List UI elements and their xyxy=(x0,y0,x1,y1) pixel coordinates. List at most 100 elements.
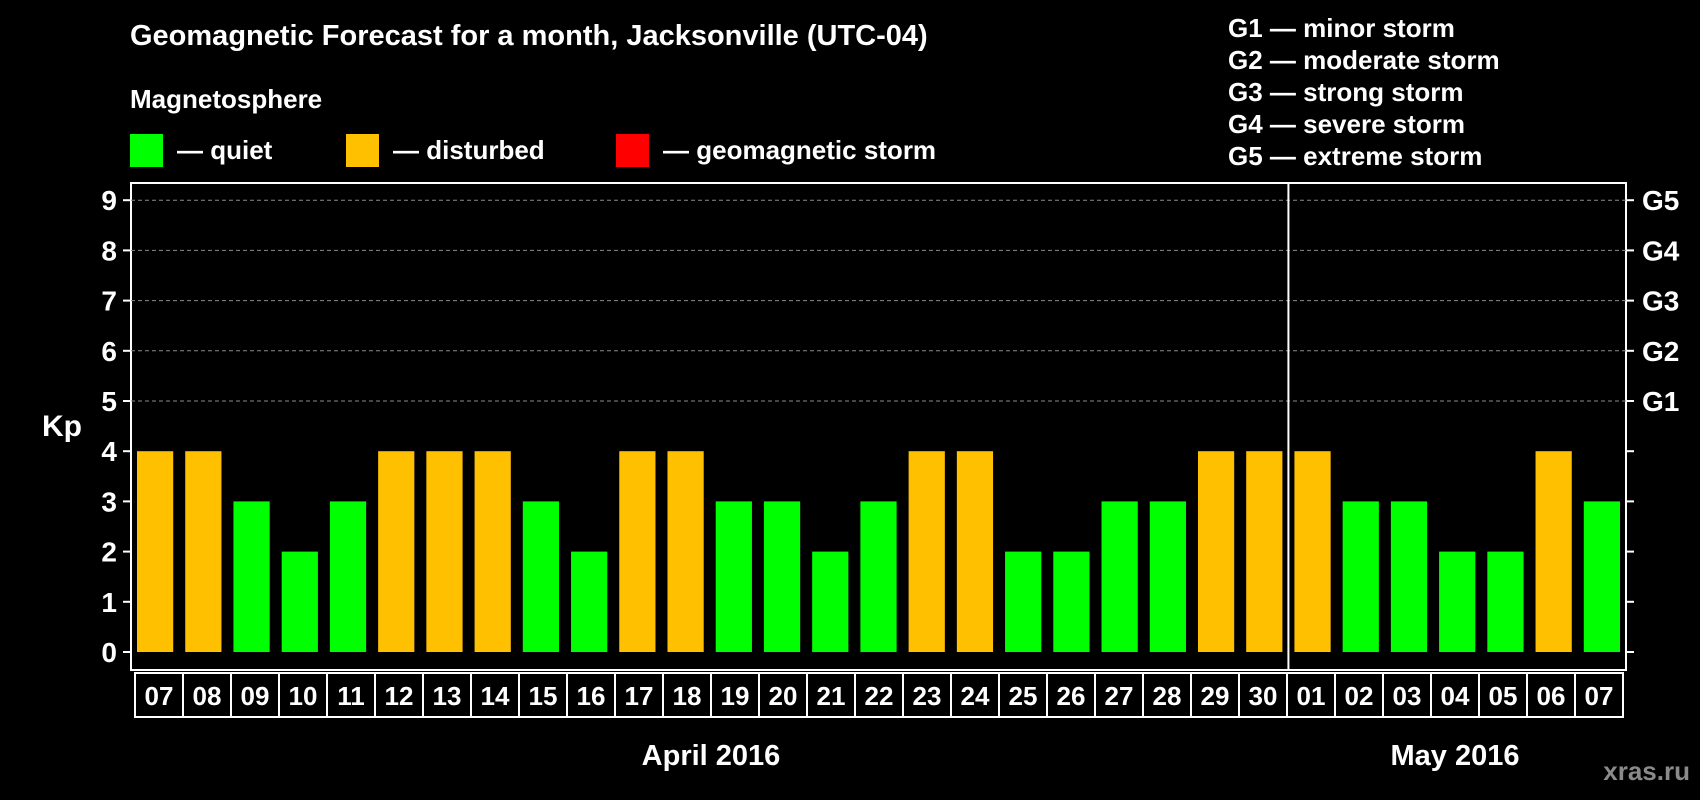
bar xyxy=(908,451,945,652)
g-scale-g1: G1 — minor storm xyxy=(1228,13,1455,43)
legend-quiet-swatch xyxy=(130,133,163,167)
y-tick-label: 8 xyxy=(101,235,117,266)
y-tick-label: 2 xyxy=(101,537,117,568)
bar xyxy=(233,501,270,652)
date-label: 02 xyxy=(1345,681,1374,711)
date-label: 04 xyxy=(1441,681,1470,711)
bar xyxy=(1535,451,1572,652)
bar xyxy=(329,501,367,652)
g-scale-g5: G5 — extreme storm xyxy=(1228,141,1483,171)
bar xyxy=(571,551,608,652)
date-label: 13 xyxy=(433,681,462,711)
bar xyxy=(812,551,849,652)
watermark: xras.ru xyxy=(1603,756,1690,786)
date-label: 30 xyxy=(1249,681,1278,711)
month-label: April 2016 xyxy=(642,740,781,772)
bar xyxy=(1390,501,1428,652)
y-tick-label: 9 xyxy=(101,185,117,216)
date-label: 08 xyxy=(193,681,222,711)
plot-frame xyxy=(130,182,1627,671)
legend-storm: — geomagnetic storm xyxy=(616,132,936,168)
g-scale-g2: G2 — moderate storm xyxy=(1228,45,1500,75)
date-label: 09 xyxy=(241,681,270,711)
y-axis-label: Kp xyxy=(42,410,82,443)
date-label: 23 xyxy=(913,681,942,711)
bar xyxy=(667,451,704,652)
bar xyxy=(715,501,752,652)
date-label: 25 xyxy=(1009,681,1038,711)
bar xyxy=(956,451,994,652)
g-tick-label: G4 xyxy=(1642,235,1680,266)
bar xyxy=(1583,501,1620,652)
bar xyxy=(474,451,511,652)
bar xyxy=(1197,451,1235,652)
bar xyxy=(1149,501,1186,652)
bar xyxy=(763,501,801,652)
g-tick-label: G5 xyxy=(1642,185,1679,216)
month-label: May 2016 xyxy=(1391,740,1520,772)
date-label: 21 xyxy=(817,681,846,711)
bar xyxy=(1487,551,1524,652)
y-tick-label: 4 xyxy=(101,436,117,467)
date-label: 19 xyxy=(721,681,750,711)
date-label: 01 xyxy=(1297,681,1326,711)
y-tick-label: 7 xyxy=(101,286,117,317)
bar xyxy=(281,551,318,652)
bar xyxy=(137,451,174,652)
g-tick-label: G2 xyxy=(1642,336,1679,367)
chart-title: Geomagnetic Forecast for a month, Jackso… xyxy=(130,20,928,52)
y-tick-label: 3 xyxy=(101,486,117,517)
bar xyxy=(1342,501,1379,652)
bar xyxy=(1246,451,1283,652)
legend-storm-swatch xyxy=(616,133,649,167)
date-label: 20 xyxy=(769,681,798,711)
date-row-frame xyxy=(134,672,1624,718)
g-scale-g4: G4 — severe storm xyxy=(1228,109,1466,139)
y-tick-label: 6 xyxy=(101,336,117,367)
bar xyxy=(185,451,222,652)
bar xyxy=(1101,501,1138,652)
bar xyxy=(1294,451,1331,652)
legend-disturbed-swatch xyxy=(346,133,379,167)
date-label: 06 xyxy=(1537,681,1566,711)
bar xyxy=(522,501,560,652)
date-label: 07 xyxy=(1585,681,1614,711)
legend-disturbed-label: — disturbed xyxy=(393,134,545,165)
date-label: 10 xyxy=(289,681,318,711)
date-label: 17 xyxy=(625,681,654,711)
bar xyxy=(1439,551,1476,652)
date-label: 14 xyxy=(481,681,510,711)
date-label: 29 xyxy=(1201,681,1230,711)
bar xyxy=(426,451,463,652)
chart-subtitle: Magnetosphere xyxy=(130,84,323,114)
g-scale-legend: G1 — minor storm G2 — moderate storm G3 … xyxy=(1228,12,1500,172)
date-label: 24 xyxy=(961,681,990,711)
date-label: 16 xyxy=(577,681,606,711)
bar xyxy=(1053,551,1090,652)
legend-disturbed: — disturbed xyxy=(346,132,545,168)
date-label: 26 xyxy=(1057,681,1086,711)
date-label: 18 xyxy=(673,681,702,711)
y-tick-label: 1 xyxy=(101,587,117,618)
bar xyxy=(1005,551,1042,652)
y-tick-label: 0 xyxy=(101,637,117,668)
bar xyxy=(860,501,897,652)
y-tick-label: 5 xyxy=(101,386,117,417)
g-tick-label: G1 xyxy=(1642,386,1679,417)
legend-quiet: — quiet xyxy=(130,132,272,168)
bar xyxy=(378,451,415,652)
date-label: 27 xyxy=(1105,681,1134,711)
date-label: 28 xyxy=(1153,681,1182,711)
date-label: 05 xyxy=(1489,681,1518,711)
g-scale-g3: G3 — strong storm xyxy=(1228,77,1464,107)
legend-quiet-label: — quiet xyxy=(177,134,273,165)
date-label: 11 xyxy=(337,681,365,711)
date-label: 22 xyxy=(865,681,894,711)
date-label: 03 xyxy=(1393,681,1422,711)
g-tick-label: G3 xyxy=(1642,286,1679,317)
bar xyxy=(619,451,656,652)
date-label: 15 xyxy=(529,681,558,711)
legend-storm-label: — geomagnetic storm xyxy=(663,134,937,165)
date-label: 07 xyxy=(145,681,174,711)
